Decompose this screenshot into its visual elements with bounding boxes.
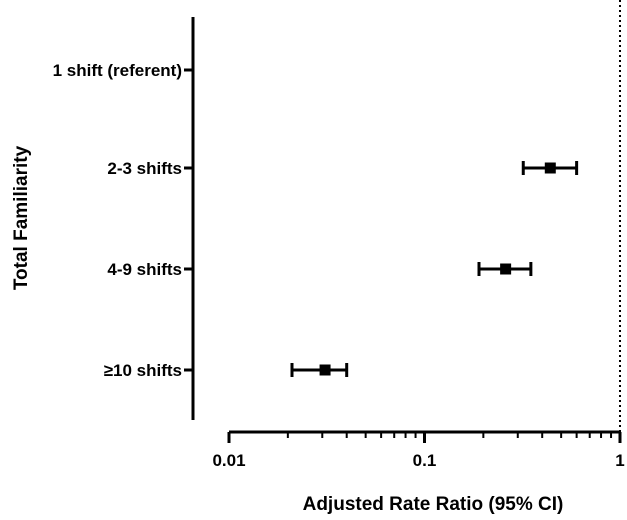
y-axis-title: Total Familiarity [11, 145, 32, 290]
estimate-row [477, 262, 533, 276]
point-estimate-marker [500, 263, 512, 275]
x-tick-label: 1 [615, 451, 624, 470]
x-axis: 0.01 0.1 1 [212, 430, 625, 470]
estimate-row [521, 161, 579, 175]
y-tick-label: 2-3 shifts [107, 159, 182, 178]
x-tick-label: 0.1 [413, 451, 437, 470]
y-axis: 1 shift (referent) 2-3 shifts 4-9 shifts ≥1… [53, 17, 195, 420]
point-estimate-marker [319, 364, 331, 376]
x-axis-title: Adjusted Rate Ratio (95% CI) [303, 494, 564, 515]
y-tick-label: 4-9 shifts [107, 260, 182, 279]
x-tick-label: 0.01 [212, 451, 245, 470]
estimate-row [290, 363, 349, 377]
point-estimate-marker [544, 162, 556, 174]
estimates-group [290, 161, 579, 377]
y-tick-label: ≥10 shifts [104, 361, 182, 380]
y-tick-label: 1 shift (referent) [53, 61, 182, 80]
